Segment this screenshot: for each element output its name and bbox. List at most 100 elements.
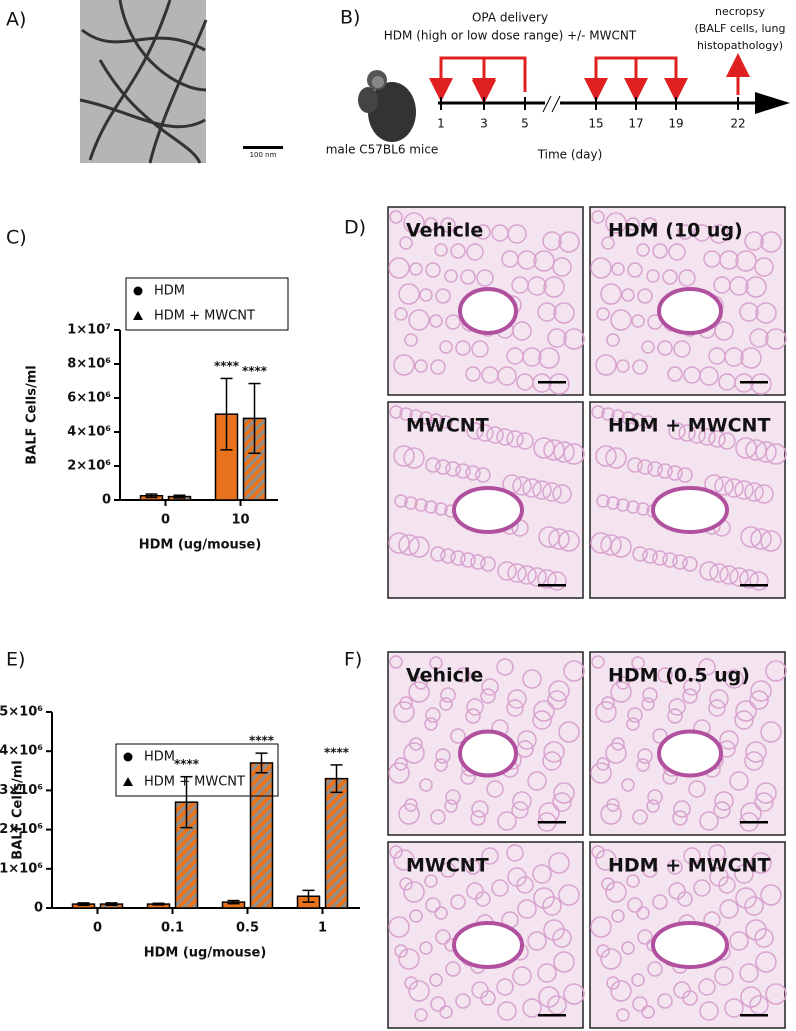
y-tick-label: 2×10⁶ — [0, 822, 43, 837]
timeline-subtitle: HDM (high or low dose range) +/- MWCNT — [384, 29, 637, 43]
alveolus — [688, 426, 706, 444]
alveolus — [734, 864, 754, 884]
alveolus — [496, 658, 514, 676]
alveolus — [755, 951, 777, 973]
alveolus — [471, 800, 489, 818]
timeline-day: 15 — [588, 117, 603, 131]
alveolus — [642, 217, 658, 233]
alveolus — [497, 811, 517, 831]
x-tick-label: 0 — [161, 513, 170, 528]
alveolus — [542, 896, 562, 916]
histology-image: Vehicle — [387, 651, 585, 836]
alveolus — [745, 276, 767, 298]
alveolus — [590, 257, 612, 279]
necropsy-label: necropsy — [715, 5, 766, 18]
alveolus — [429, 413, 443, 427]
alveolus — [744, 231, 764, 251]
alveolus — [673, 340, 691, 358]
alveolus — [394, 307, 408, 321]
alveolus — [668, 243, 686, 261]
timeline-day: 5 — [521, 117, 529, 131]
alveolus — [434, 243, 448, 257]
alveolus — [646, 269, 660, 283]
alveolus — [522, 998, 542, 1018]
alveolus — [760, 231, 782, 253]
alveolus — [719, 565, 739, 585]
alveolus — [419, 288, 433, 302]
alveolus — [388, 257, 410, 279]
alveolus — [542, 231, 562, 251]
x-axis-title: HDM (ug/mouse) — [144, 946, 267, 961]
alveolus — [678, 269, 696, 287]
alveolus — [460, 269, 476, 285]
alveolus — [672, 554, 688, 570]
x-tick-label: 0.1 — [161, 921, 184, 936]
alveolus — [429, 656, 443, 670]
timeline-day: 17 — [628, 117, 643, 131]
alveolus — [486, 780, 504, 798]
alveolus — [563, 443, 585, 465]
alveolus — [636, 906, 650, 920]
alveolus — [506, 347, 524, 365]
alveolus — [718, 373, 736, 391]
alveolus — [465, 465, 481, 481]
alveolus — [450, 894, 466, 910]
alveolus — [626, 717, 640, 731]
necropsy-label: histopathology) — [697, 39, 783, 52]
error-bar — [248, 382, 261, 454]
alveolus — [595, 701, 617, 723]
y-tick-label: 2×10⁶ — [67, 459, 111, 474]
mouse-label: male C57BL6 mice — [326, 143, 439, 157]
airway — [452, 486, 524, 534]
alveolus — [547, 690, 567, 710]
alveolus — [439, 415, 453, 429]
alveolus — [425, 897, 441, 913]
timeline-day: 1 — [437, 117, 445, 131]
alveolus — [595, 445, 617, 467]
alveolus — [403, 212, 425, 234]
alveolus — [553, 441, 575, 463]
alveolus — [389, 210, 403, 224]
alveolus — [637, 748, 653, 764]
alveolus — [434, 906, 448, 920]
timeline-title: OPA delivery — [472, 11, 548, 25]
error-bar — [302, 889, 315, 903]
alveolus — [388, 532, 410, 554]
alveolus — [444, 269, 458, 283]
alveolus — [600, 803, 622, 825]
legend-box — [125, 277, 289, 331]
bar — [249, 762, 274, 909]
alveolus — [430, 809, 446, 825]
y-axis-title: BALF Cells/ml — [11, 760, 26, 859]
alveolus — [409, 409, 423, 423]
scale-bar — [740, 381, 768, 384]
alveolus — [745, 919, 767, 941]
alveolus — [610, 536, 632, 558]
image-label: Vehicle — [406, 220, 483, 242]
alveolus — [552, 792, 572, 812]
alveolus — [590, 532, 612, 554]
y-axis-title: BALF Cells/ml — [25, 365, 40, 464]
alveolus — [388, 916, 410, 938]
alveolus — [480, 688, 496, 704]
alveolus — [409, 262, 423, 276]
alveolus — [496, 428, 514, 446]
alveolus — [398, 283, 420, 305]
alveolus — [455, 463, 471, 479]
alveolus — [627, 262, 643, 278]
alveolus — [440, 862, 456, 878]
alveolus — [627, 457, 643, 473]
alveolus — [605, 742, 627, 764]
alveolus — [754, 792, 774, 812]
alveolus — [699, 811, 719, 831]
alveolus — [444, 799, 458, 813]
alveolus — [563, 983, 585, 1005]
alveolus — [591, 655, 605, 669]
necropsy-label: (BALF cells, lung — [695, 22, 786, 35]
y-tick-label: 4×10⁶ — [67, 425, 111, 440]
panel-label: B) — [340, 7, 360, 29]
alveolus — [409, 909, 423, 923]
alveolus — [610, 681, 632, 703]
alveolus — [450, 550, 466, 566]
alveolus — [611, 409, 625, 423]
